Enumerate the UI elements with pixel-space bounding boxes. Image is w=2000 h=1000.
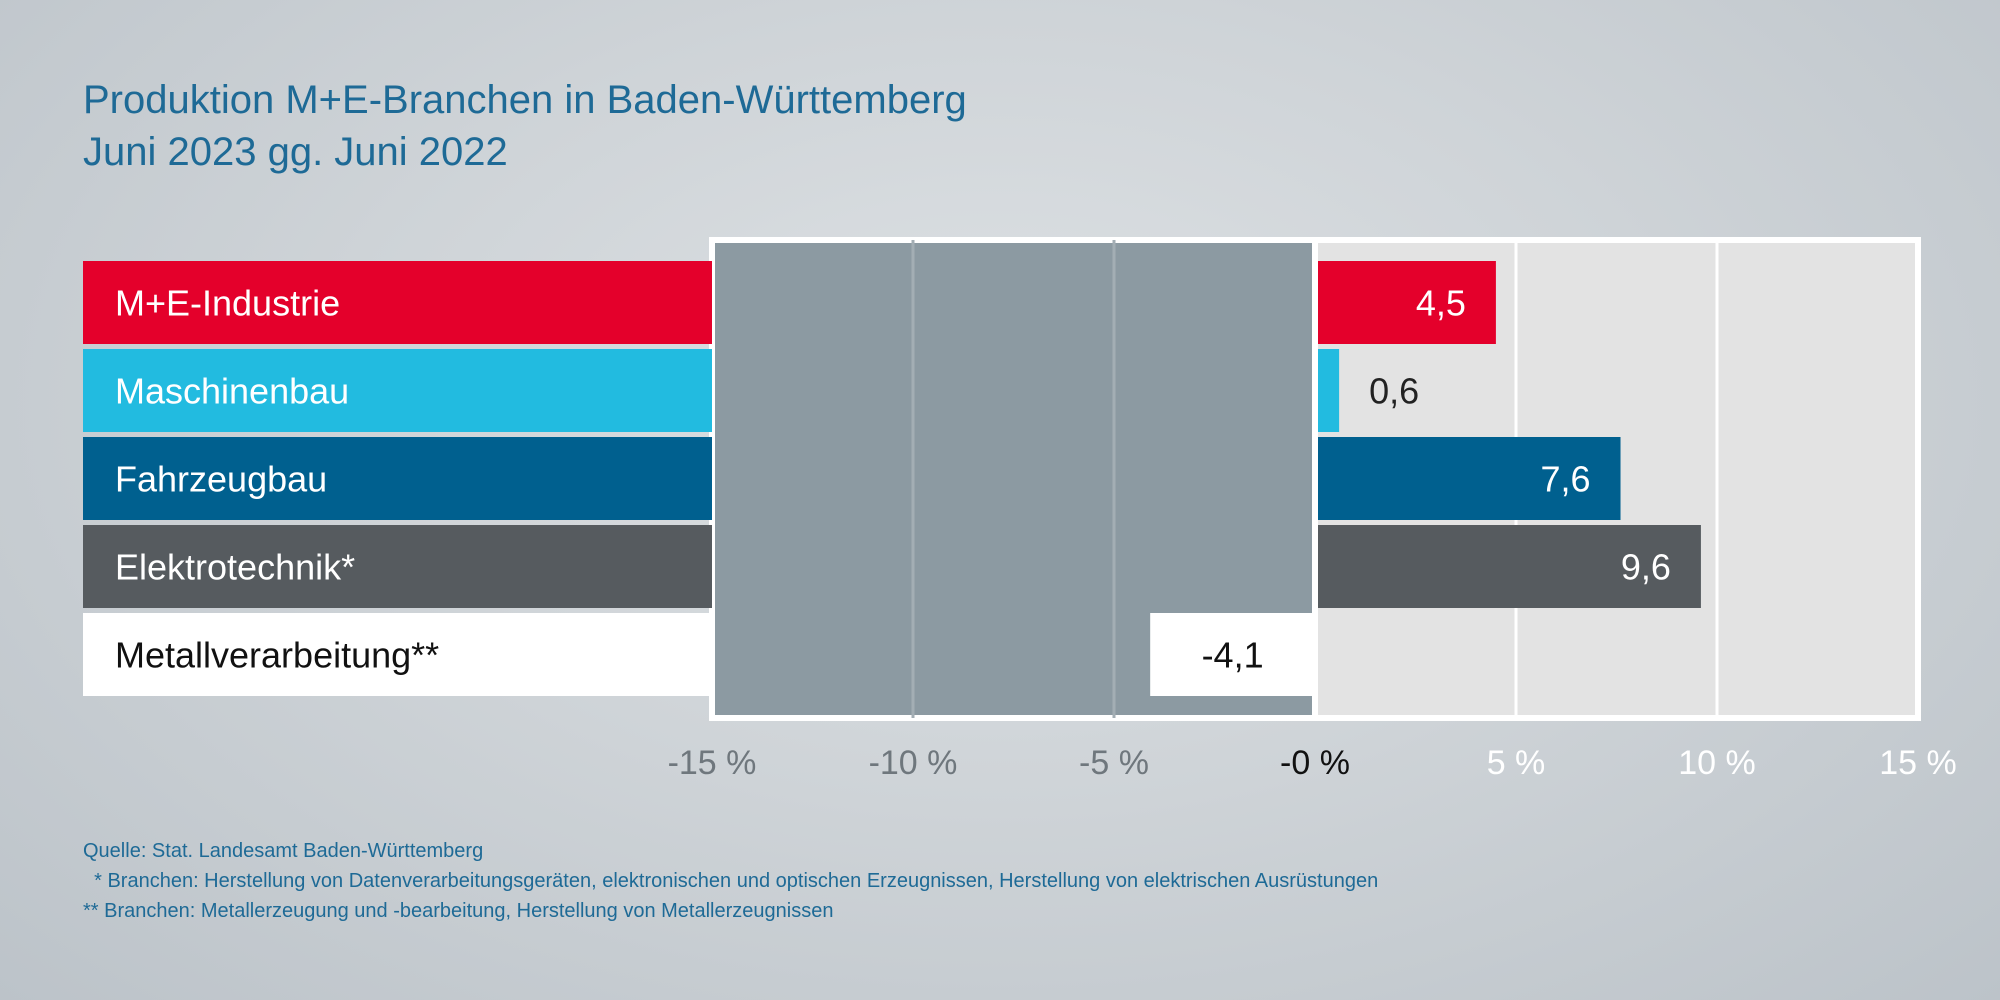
bar xyxy=(1150,613,1312,696)
chart-title: Produktion M+E-Branchen in Baden-Württem… xyxy=(83,74,967,178)
data-label: 9,6 xyxy=(1621,547,1671,588)
data-label: 4,5 xyxy=(1416,283,1466,324)
footnote-2: ** Branchen: Metallerzeugung und -bearbe… xyxy=(83,900,834,922)
source-note: Quelle: Stat. Landesamt Baden-Württember… xyxy=(83,840,484,862)
category-label: Fahrzeugbau xyxy=(115,459,327,500)
tick-label: 10 % xyxy=(1678,744,1756,782)
data-label: -4,1 xyxy=(1202,635,1264,676)
tick-label: -0 % xyxy=(1280,744,1350,782)
bar xyxy=(1318,525,1701,608)
category-band xyxy=(83,525,712,608)
bar xyxy=(1318,261,1496,344)
category-band xyxy=(83,437,712,520)
chart-footer: Quelle: Stat. Landesamt Baden-Württember… xyxy=(83,836,1378,926)
category-label: Elektrotechnik* xyxy=(115,547,355,588)
data-label: 7,6 xyxy=(1540,459,1590,500)
data-label: 0,6 xyxy=(1369,371,1419,412)
tick-label: -5 % xyxy=(1079,744,1149,782)
bar xyxy=(1318,349,1340,432)
category-label: Metallverarbeitung** xyxy=(115,635,439,676)
category-band xyxy=(83,261,712,344)
tick-label: -15 % xyxy=(668,744,757,782)
bar xyxy=(1318,437,1621,520)
category-label: M+E-Industrie xyxy=(115,283,340,324)
tick-label: 5 % xyxy=(1487,744,1546,782)
chart-title-line-1: Produktion M+E-Branchen in Baden-Württem… xyxy=(83,78,967,122)
category-label: Maschinenbau xyxy=(115,371,349,412)
tick-label: 15 % xyxy=(1879,744,1957,782)
category-band xyxy=(83,349,712,432)
footnote-1: * Branchen: Herstellung von Datenverarbe… xyxy=(83,870,1379,892)
chart-title-line-2: Juni 2023 gg. Juni 2022 xyxy=(83,130,508,174)
tick-label: -10 % xyxy=(869,744,958,782)
category-band xyxy=(83,613,712,696)
